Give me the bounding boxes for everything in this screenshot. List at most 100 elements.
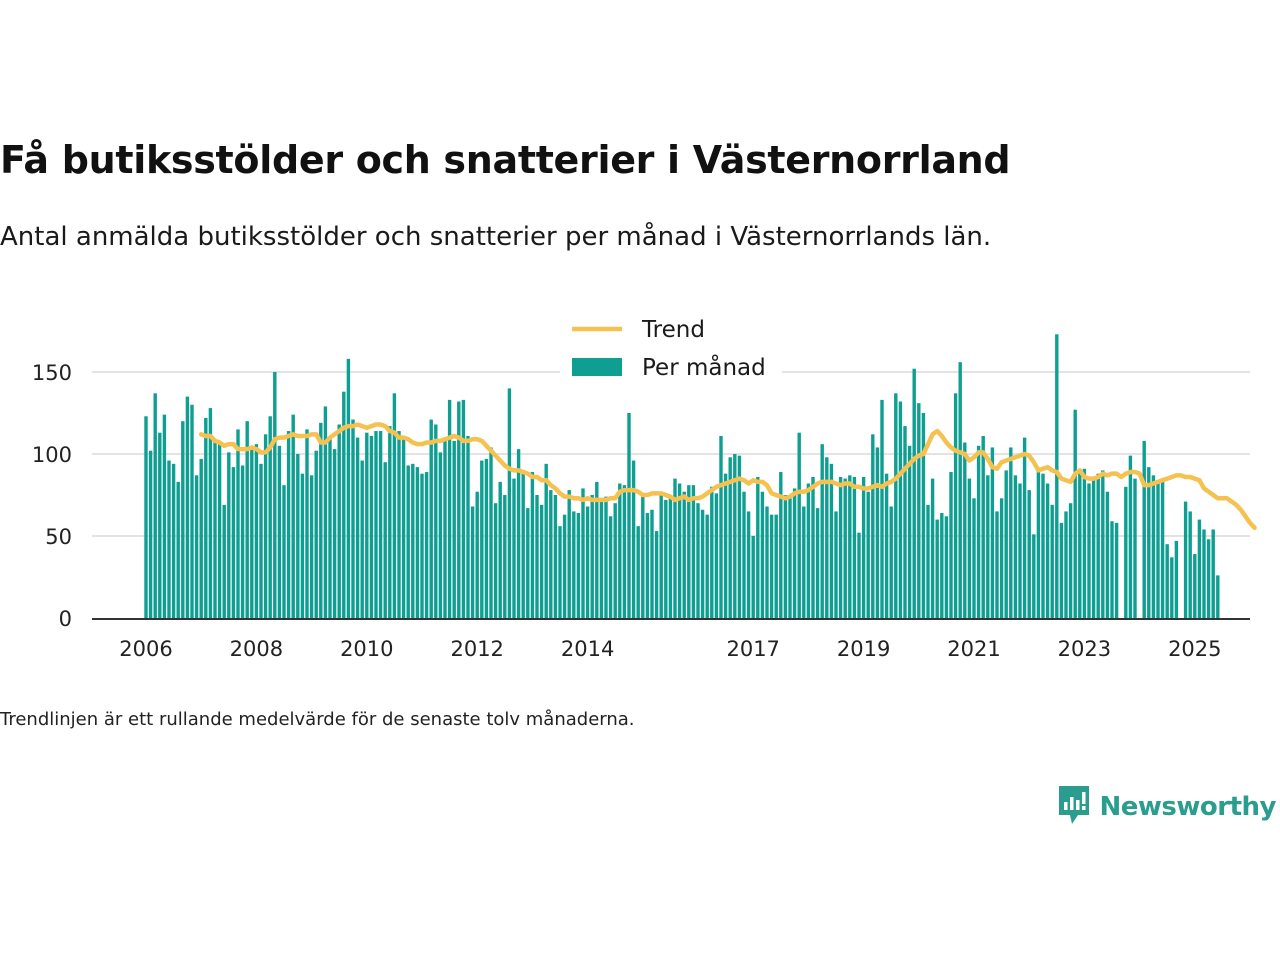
bar [1202,529,1206,618]
bar [659,495,663,618]
chart-note: Trendlinjen är ett rullande medelvärde f… [0,709,635,730]
bar [236,429,240,618]
bar [424,472,429,618]
bar [429,419,433,618]
bar [631,460,636,618]
bar [1055,334,1059,618]
bar [342,391,346,618]
bar [595,481,599,618]
bar [240,465,245,618]
bar [779,472,783,618]
bar [1105,491,1110,618]
bar [1160,478,1165,618]
bar [673,478,677,618]
bar [719,435,723,618]
x-tick-label: 2023 [1058,637,1111,661]
bar [480,460,484,618]
x-tick-label: 2021 [947,637,1000,661]
bar [871,434,875,618]
bar [254,444,259,618]
bar [378,431,383,618]
bar [710,486,714,618]
bar [388,426,392,618]
x-tick-label: 2008 [230,637,283,661]
bar [903,426,907,618]
bar [190,404,194,618]
bar [1211,529,1215,618]
bar [1124,486,1128,618]
bar [250,449,254,618]
bar [857,532,861,618]
trend-series [198,422,1257,531]
bar [512,478,516,618]
bar [967,478,972,618]
bar [880,399,884,618]
bar [328,439,332,618]
bar [972,498,976,618]
bar [940,513,944,618]
brand-name: Newsworthy [1099,792,1277,822]
bar [346,358,351,618]
bar [1027,490,1031,618]
y-tick-label: 0 [59,607,72,631]
legend: Trend Per månad [560,312,782,384]
bar [1045,483,1050,618]
bar [1193,554,1197,618]
bar-series [144,334,1220,618]
bar [641,496,645,618]
bar [484,458,489,618]
bar [447,399,452,618]
bar [1064,511,1068,618]
bar [687,485,691,618]
bar [411,463,415,618]
bar [788,495,792,618]
bar [1018,483,1022,618]
bar [1096,473,1100,618]
bar [521,473,525,618]
bar [1041,473,1045,618]
bar [806,483,811,618]
bar [861,476,866,618]
bar [470,506,475,618]
bar [1004,470,1008,618]
bar [1206,539,1211,618]
chart-title: Få butiksstölder och snatterier i Väster… [0,138,1011,182]
bar [286,431,291,618]
bar [507,388,512,618]
bar [572,511,576,618]
bar [737,455,742,618]
bar [949,472,953,618]
bar [1032,534,1036,618]
bar [549,490,553,618]
bar [1036,470,1041,618]
x-tick-label: 2017 [726,637,779,661]
bar [1147,467,1151,618]
bar [677,483,682,618]
bar [1114,522,1119,618]
bar [493,503,498,618]
bar [604,496,608,618]
bar [1073,409,1077,618]
bar [1170,557,1174,618]
x-tick-label: 2014 [561,637,614,661]
bar [1110,521,1114,618]
bar [884,473,889,618]
bar [843,478,847,618]
bar [811,476,815,618]
bar [567,490,571,618]
bar [723,473,728,618]
bar [894,393,898,618]
bar [1068,503,1073,618]
bar [259,463,263,618]
bar [457,401,461,618]
bar [296,454,300,618]
bar [217,444,222,618]
bar [369,435,374,618]
bar [181,421,185,618]
bar [898,401,903,618]
bar [204,417,208,618]
bar [599,501,604,618]
bar [986,475,990,618]
bar [834,511,838,618]
x-tick-label: 2006 [119,637,172,661]
